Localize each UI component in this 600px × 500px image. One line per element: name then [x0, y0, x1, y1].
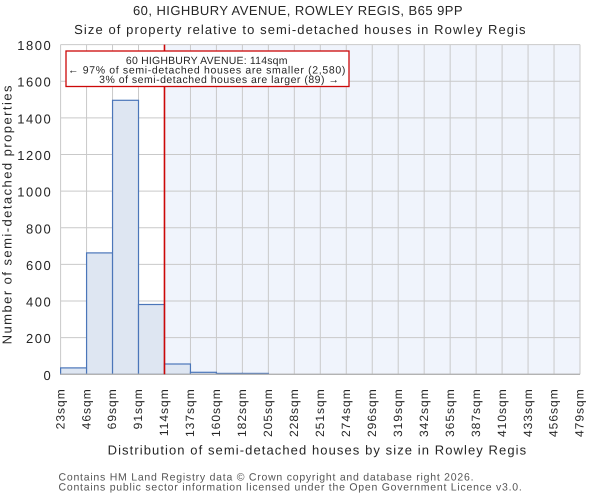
- svg-text:114sqm: 114sqm: [157, 388, 171, 436]
- svg-text:1400: 1400: [17, 111, 52, 126]
- svg-text:Number of semi-detached proper: Number of semi-detached properties: [0, 84, 15, 344]
- svg-text:← 97% of semi-detached houses: ← 97% of semi-detached houses are smalle…: [68, 65, 346, 77]
- svg-text:Contains HM Land Registry data: Contains HM Land Registry data © Crown c…: [59, 472, 475, 484]
- svg-text:60 HIGHBURY AVENUE: 114sqm: 60 HIGHBURY AVENUE: 114sqm: [126, 55, 288, 67]
- svg-text:69sqm: 69sqm: [105, 388, 119, 429]
- svg-text:433sqm: 433sqm: [521, 388, 535, 437]
- svg-text:365sqm: 365sqm: [443, 388, 457, 437]
- svg-text:600: 600: [26, 258, 52, 273]
- svg-text:200: 200: [26, 331, 52, 346]
- svg-text:60, HIGHBURY AVENUE, ROWLEY RE: 60, HIGHBURY AVENUE, ROWLEY REGIS, B65 9…: [133, 3, 463, 18]
- svg-text:400: 400: [26, 295, 52, 310]
- svg-text:319sqm: 319sqm: [391, 388, 405, 437]
- svg-text:1800: 1800: [17, 38, 52, 53]
- svg-text:Size of property relative to s: Size of property relative to semi-detach…: [74, 22, 526, 37]
- svg-text:387sqm: 387sqm: [469, 388, 483, 437]
- svg-text:160sqm: 160sqm: [209, 388, 223, 437]
- svg-text:182sqm: 182sqm: [235, 388, 249, 437]
- svg-text:23sqm: 23sqm: [53, 388, 67, 429]
- svg-text:91sqm: 91sqm: [131, 388, 145, 429]
- svg-text:205sqm: 205sqm: [261, 388, 275, 437]
- svg-text:456sqm: 456sqm: [547, 388, 561, 437]
- svg-text:Contains public sector informa: Contains public sector information licen…: [59, 481, 523, 493]
- svg-text:251sqm: 251sqm: [313, 388, 327, 437]
- svg-text:1200: 1200: [17, 148, 52, 163]
- svg-text:0: 0: [43, 368, 52, 383]
- svg-text:800: 800: [26, 221, 52, 236]
- svg-text:296sqm: 296sqm: [365, 388, 379, 437]
- svg-text:Distribution of semi-detached: Distribution of semi-detached houses by …: [108, 443, 528, 458]
- svg-text:3% of semi-detached houses are: 3% of semi-detached houses are larger (8…: [99, 74, 339, 86]
- svg-text:46sqm: 46sqm: [79, 388, 93, 429]
- svg-text:342sqm: 342sqm: [417, 388, 431, 437]
- svg-text:479sqm: 479sqm: [573, 388, 587, 437]
- svg-text:274sqm: 274sqm: [339, 388, 353, 437]
- svg-text:1600: 1600: [17, 75, 52, 90]
- svg-text:1000: 1000: [17, 185, 52, 200]
- svg-text:137sqm: 137sqm: [183, 388, 197, 437]
- svg-text:410sqm: 410sqm: [495, 388, 509, 437]
- svg-text:228sqm: 228sqm: [287, 388, 301, 437]
